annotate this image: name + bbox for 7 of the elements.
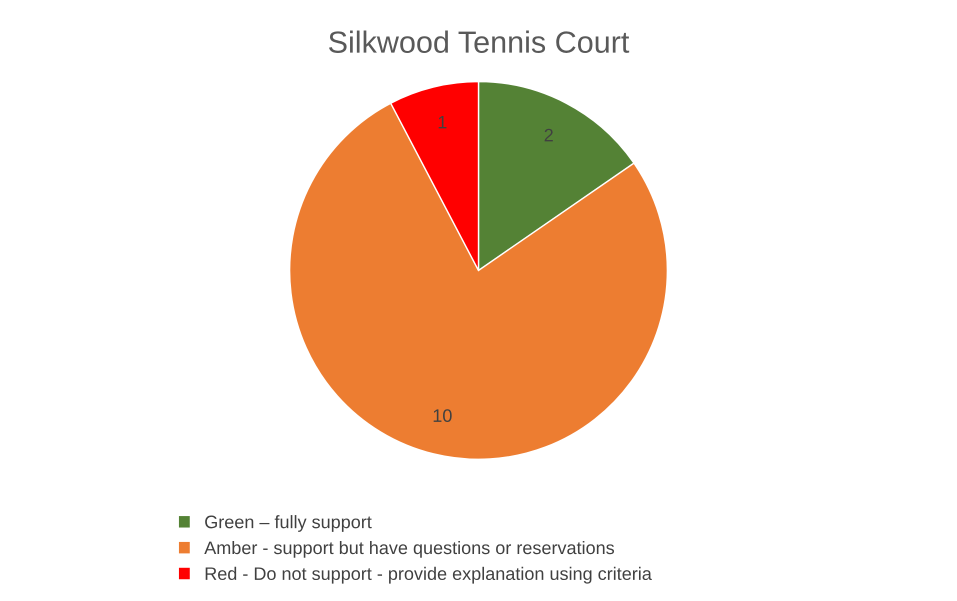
data-label: 10 xyxy=(434,409,452,422)
data-label: 2 xyxy=(544,128,553,142)
chart-title: Silkwood Tennis Court xyxy=(329,30,630,53)
data-label: 1 xyxy=(438,116,446,128)
legend-label: Green – fully support xyxy=(205,515,372,532)
legend-label: Red - Do not support - provide explanation using criteria xyxy=(206,566,652,584)
legend-label: Amber - support but have questions or reservations xyxy=(204,540,614,558)
